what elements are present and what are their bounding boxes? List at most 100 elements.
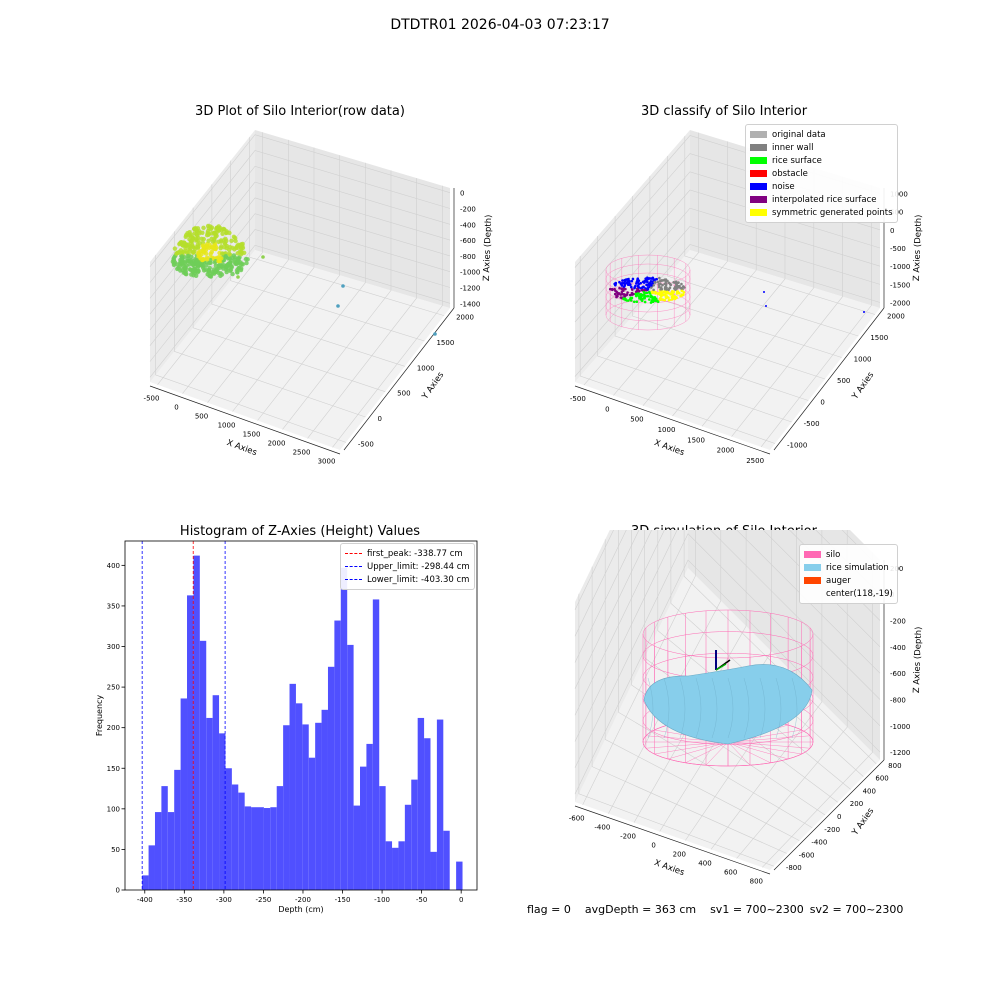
raw-point	[236, 256, 240, 260]
legend-swatch	[750, 209, 767, 216]
classified-point	[645, 278, 648, 281]
raw-point	[205, 233, 209, 237]
histogram-bar	[341, 568, 347, 890]
legend-line-sample	[345, 566, 362, 567]
legend-entry: auger	[804, 574, 893, 587]
z-tick-label: -1000	[460, 269, 480, 277]
classified-point	[649, 281, 652, 284]
classified-point	[654, 291, 657, 294]
legend-swatch	[804, 564, 821, 571]
classified-point	[671, 290, 674, 293]
x-tick-label: -250	[255, 896, 271, 904]
classified-point	[658, 292, 661, 295]
y-tick-label: -400	[811, 839, 827, 847]
y-tick-label: 0	[820, 399, 824, 407]
classified-point	[638, 297, 641, 300]
classified-point	[640, 295, 643, 298]
histogram-bar	[424, 738, 430, 890]
legend-swatch	[750, 144, 767, 151]
classified-point	[664, 299, 667, 302]
x-tick-label: -300	[216, 896, 232, 904]
raw-point	[240, 261, 244, 265]
classified-point	[667, 296, 670, 299]
classified-point	[620, 296, 623, 299]
z-tick-label: -400	[460, 221, 476, 229]
y-tick-label: 0	[378, 415, 382, 423]
z-tick-label: -1200	[890, 749, 910, 757]
classified-point	[665, 297, 668, 300]
legend-label: Upper_limit: -298.44 cm	[367, 562, 470, 572]
legend-swatch	[804, 590, 821, 597]
y-tick-label: 500	[397, 390, 410, 398]
x-tick-label: -350	[176, 896, 192, 904]
histogram-bar	[443, 831, 449, 890]
histogram-bar	[418, 718, 424, 890]
raw-point	[216, 259, 220, 263]
classified-point	[629, 297, 632, 300]
legend-swatch	[750, 183, 767, 190]
raw-point	[230, 265, 234, 269]
classify-legend: original data inner wall rice surface obsta…	[745, 124, 898, 223]
histogram-bar	[193, 556, 199, 890]
classified-point	[680, 287, 683, 290]
classified-point	[651, 299, 654, 302]
histogram-bar	[398, 841, 404, 890]
classified-point	[626, 282, 629, 285]
classified-point	[623, 284, 626, 287]
status-footer: flag = 0 avgDepth = 363 cm sv1 = 700~2300 s…	[520, 890, 917, 916]
z-axis-label: Z Axies (Depth)	[912, 626, 924, 693]
classified-point	[648, 291, 651, 294]
histogram-bar	[238, 793, 244, 890]
x-axis-label: Depth (cm)	[278, 905, 323, 914]
classified-point	[654, 278, 657, 281]
raw-point	[196, 244, 200, 248]
histogram-bar	[181, 698, 187, 890]
y-tick-label: 1500	[870, 334, 888, 342]
noise-point	[763, 291, 765, 293]
z-tick-label: 0	[890, 227, 894, 235]
raw-point	[239, 246, 243, 250]
legend-label: original data	[772, 130, 826, 140]
z-axis-label: Z Axies (Depth)	[912, 214, 924, 281]
raw-point	[180, 258, 184, 262]
raw-outlier-point	[341, 284, 345, 288]
histogram-bar	[142, 875, 148, 890]
classified-point	[674, 288, 677, 291]
y-tick-label: 0	[837, 813, 841, 821]
legend-entry: rice simulation	[804, 561, 893, 574]
raw-point	[216, 271, 220, 275]
histogram-bar	[366, 744, 372, 890]
x-tick-label: 2500	[293, 448, 311, 456]
classified-point	[659, 283, 662, 286]
raw-point	[226, 256, 230, 260]
y-tick-label: 1000	[417, 364, 435, 372]
legend-entry: original data	[750, 128, 893, 141]
x-tick-label: 600	[724, 868, 737, 876]
raw-point	[177, 242, 181, 246]
raw-point	[234, 246, 238, 250]
y-axis-label: Frequency	[95, 695, 104, 737]
histogram-bar	[405, 805, 411, 890]
classified-point	[665, 292, 668, 295]
histogram-bar	[360, 767, 366, 890]
classified-point	[676, 292, 679, 295]
raw-point	[173, 246, 177, 250]
x-tick-label: 2000	[268, 439, 286, 447]
classified-point	[615, 296, 618, 299]
histogram-bar	[270, 807, 276, 890]
x-tick-label: 400	[698, 859, 711, 867]
raw-point	[172, 263, 176, 267]
legend-swatch	[750, 170, 767, 177]
z-tick-label: 0	[460, 190, 464, 198]
y-tick-label: 400	[107, 562, 120, 570]
raw-point	[191, 236, 195, 240]
legend-swatch	[804, 577, 821, 584]
x-tick-label: 500	[195, 413, 208, 421]
histogram-bar	[174, 770, 180, 890]
histogram-bar	[379, 786, 385, 890]
legend-label: rice surface	[772, 156, 822, 166]
histogram-bar	[309, 758, 315, 890]
raw-point	[201, 226, 205, 230]
classified-point	[646, 292, 649, 295]
z-tick-label: -400	[890, 644, 906, 652]
